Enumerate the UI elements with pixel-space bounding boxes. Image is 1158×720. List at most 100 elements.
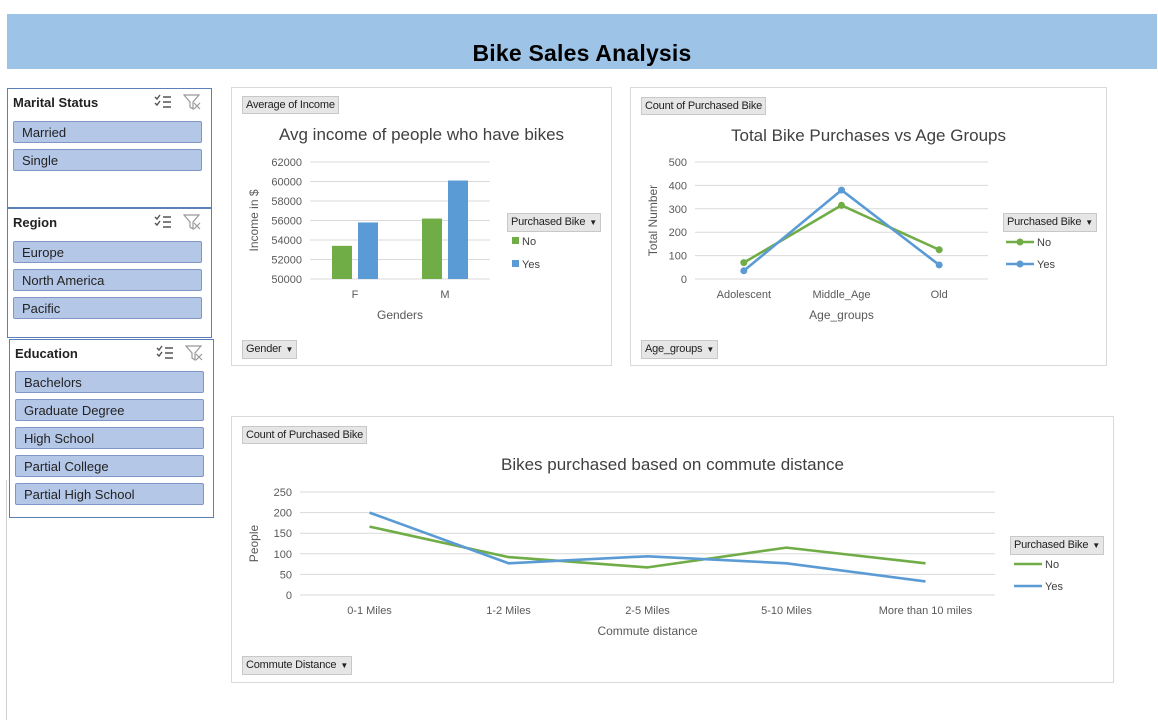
series-line-yes — [369, 511, 926, 583]
x-tick-label: F — [352, 289, 359, 301]
data-point-yes — [838, 186, 845, 194]
slicer-header: Marital Status — [8, 89, 211, 115]
dropdown-arrow-icon: ▼ — [285, 345, 294, 354]
x-tick-label: 2-5 Miles — [625, 605, 670, 617]
clear-filter-icon[interactable] — [183, 93, 203, 111]
dropdown-arrow-icon: ▼ — [589, 218, 597, 227]
dropdown-arrow-icon: ▼ — [340, 661, 349, 670]
slicer-item-partial-high-school[interactable]: Partial High School — [15, 483, 204, 505]
legend-label-no: No — [522, 236, 536, 248]
bar-yes-m — [448, 180, 468, 279]
y-tick-label: 62000 — [271, 157, 302, 169]
y-tick-label: 500 — [669, 157, 687, 169]
slicer-item-europe[interactable]: Europe — [13, 241, 202, 263]
legend-label-yes: Yes — [1045, 581, 1063, 593]
slicer-education: Education Bachelors Graduate Degree High… — [9, 339, 214, 518]
slicer-header: Education — [10, 340, 213, 366]
slicer-item-north-america[interactable]: North America — [13, 269, 202, 291]
slicer-item-pacific[interactable]: Pacific — [13, 297, 202, 319]
legend-field-label: Purchased Bike — [511, 216, 586, 228]
y-tick-label: 50 — [280, 569, 292, 581]
y-tick-label: 60000 — [271, 177, 302, 189]
data-point-yes — [935, 261, 943, 269]
legend-marker-yes — [1016, 260, 1024, 268]
legend-field-button[interactable]: Purchased Bike ▼ — [1010, 536, 1104, 555]
y-tick-label: 100 — [669, 251, 687, 263]
axis-field-label: Gender — [246, 343, 282, 355]
x-axis-title: Genders — [377, 308, 423, 322]
y-tick-label: 54000 — [271, 235, 302, 247]
value-field-button[interactable]: Count of Purchased Bike — [242, 426, 368, 444]
slicer-item-partial-college[interactable]: Partial College — [15, 455, 204, 477]
y-axis-title: Total Number — [646, 185, 660, 256]
slicer-title: Education — [15, 346, 78, 361]
chart-title: Total Bike Purchases vs Age Groups — [731, 126, 1006, 145]
x-tick-label: 1-2 Miles — [486, 605, 531, 617]
y-tick-label: 50000 — [271, 274, 302, 286]
y-tick-label: 52000 — [271, 255, 302, 267]
y-tick-label: 58000 — [271, 196, 302, 208]
legend-swatch-no — [512, 237, 519, 244]
slicer-region: Region Europe North America Pacific — [7, 208, 212, 338]
value-field-button[interactable]: Count of Purchased Bike — [641, 97, 767, 115]
value-field-label: Count of Purchased Bike — [645, 100, 763, 112]
y-axis-title: Income in $ — [247, 189, 261, 251]
slicer-item-single[interactable]: Single — [13, 149, 202, 171]
multi-select-icon[interactable] — [153, 213, 173, 231]
legend-swatch-yes — [512, 260, 519, 267]
value-field-label: Average of Income — [246, 99, 335, 111]
legend-label-no: No — [1037, 237, 1051, 249]
axis-field-button[interactable]: Gender ▼ — [242, 340, 298, 359]
chart-panel-income: Average of Income Avg income of people w… — [231, 87, 612, 366]
y-tick-label: 56000 — [271, 216, 302, 228]
multi-select-icon[interactable] — [155, 344, 175, 362]
x-tick-label: Middle_Age — [812, 289, 870, 301]
legend-field-button[interactable]: Purchased Bike ▼ — [507, 213, 601, 232]
axis-field-button[interactable]: Age_groups ▼ — [641, 340, 719, 359]
chart-panel-age: Count of Purchased Bike Total Bike Purch… — [630, 87, 1107, 366]
legend-label-yes: Yes — [1037, 259, 1055, 271]
y-tick-label: 400 — [669, 180, 687, 192]
clear-filter-icon[interactable] — [185, 344, 205, 362]
chart-panel-commute: Count of Purchased Bike Bikes purchased … — [231, 416, 1114, 683]
data-point-no — [740, 259, 748, 267]
dashboard-title: Bike Sales Analysis — [472, 40, 692, 66]
sheet-edge-line — [6, 480, 7, 720]
axis-field-button[interactable]: Commute Distance ▼ — [242, 656, 353, 675]
value-field-button[interactable]: Average of Income — [242, 96, 339, 114]
x-tick-label: Old — [931, 289, 948, 301]
x-tick-label: More than 10 miles — [879, 605, 973, 617]
bar-no-f — [332, 245, 352, 279]
y-tick-label: 0 — [681, 274, 687, 286]
data-point-no — [935, 246, 943, 254]
y-tick-label: 0 — [286, 590, 292, 602]
slicer-title: Marital Status — [13, 95, 99, 110]
x-axis-title: Age_groups — [809, 308, 874, 322]
multi-select-icon[interactable] — [153, 93, 173, 111]
slicer-header: Region — [8, 209, 211, 235]
chart-title: Bikes purchased based on commute distanc… — [500, 455, 845, 474]
bar-yes-f — [358, 222, 378, 279]
chart-svg-commute: 0 50 100 150 200 250 0-1 Miles 1-2 Miles 2-5 Mil… — [247, 487, 1063, 638]
value-field-label: Count of Purchased Bike — [246, 429, 364, 441]
slicer-item-high-school[interactable]: High School — [15, 427, 204, 449]
chart-svg-age: 0 100 200 300 400 500 Adolescent Middle_Age Old A… — [646, 157, 1055, 322]
y-axis-title: People — [247, 524, 261, 562]
clear-filter-icon[interactable] — [183, 213, 203, 231]
dropdown-arrow-icon: ▼ — [1085, 218, 1093, 227]
slicer-item-bachelors[interactable]: Bachelors — [15, 371, 204, 393]
dashboard-banner: Bike Sales Analysis — [7, 14, 1157, 69]
chart-title: Avg income of people who have bikes — [278, 125, 565, 144]
slicer-item-graduate-degree[interactable]: Graduate Degree — [15, 399, 204, 421]
series-line-no — [743, 203, 940, 264]
dropdown-arrow-icon: ▼ — [1092, 541, 1100, 550]
data-point-no — [838, 201, 845, 209]
chart-svg-income: 50000 52000 54000 56000 58000 60000 62000 F M Gen… — [247, 157, 540, 322]
legend-field-label: Purchased Bike — [1014, 539, 1089, 551]
y-tick-label: 100 — [274, 549, 292, 561]
slicer-item-married[interactable]: Married — [13, 121, 202, 143]
legend-field-button[interactable]: Purchased Bike ▼ — [1003, 213, 1097, 232]
x-tick-label: Adolescent — [717, 289, 771, 301]
bar-no-m — [422, 218, 442, 279]
axis-field-label: Commute Distance — [246, 659, 337, 671]
